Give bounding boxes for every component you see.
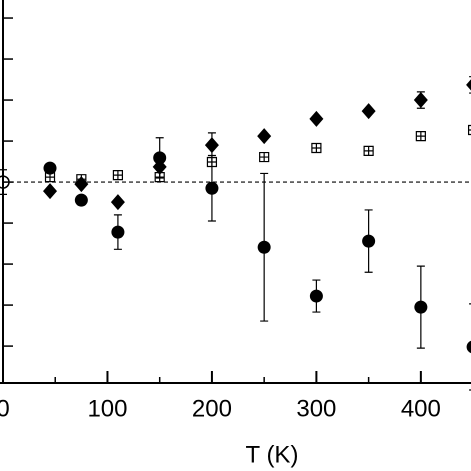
point [204,137,219,154]
x-tick-label: 400 [401,395,441,422]
point [413,92,428,109]
point [43,183,58,200]
x-axis-label: T (K) [246,441,299,468]
point [43,161,57,175]
x-tick-label: 300 [296,395,336,422]
point [44,172,56,183]
x-tick-label: 100 [87,395,127,422]
error-bar [469,76,471,94]
error-bar [0,169,7,195]
point [112,169,124,181]
point [259,151,270,163]
point [110,194,125,211]
point [76,174,87,185]
point [361,103,376,120]
point [257,128,272,145]
point [466,79,471,91]
point [257,240,271,254]
point [111,225,125,239]
point [309,289,323,303]
point [467,124,471,136]
point [74,193,88,207]
x-tick-label: 0 [0,395,10,422]
point [153,151,167,165]
point [206,156,218,168]
point [205,181,219,195]
point [311,142,322,154]
point [363,145,374,157]
point [154,172,165,183]
x-tick-label: 200 [192,395,232,422]
point [152,158,167,175]
error-bar [469,303,471,391]
point [0,175,10,189]
point [466,340,471,354]
point [362,234,376,248]
point [309,110,324,127]
point [415,131,426,142]
point [414,300,428,314]
